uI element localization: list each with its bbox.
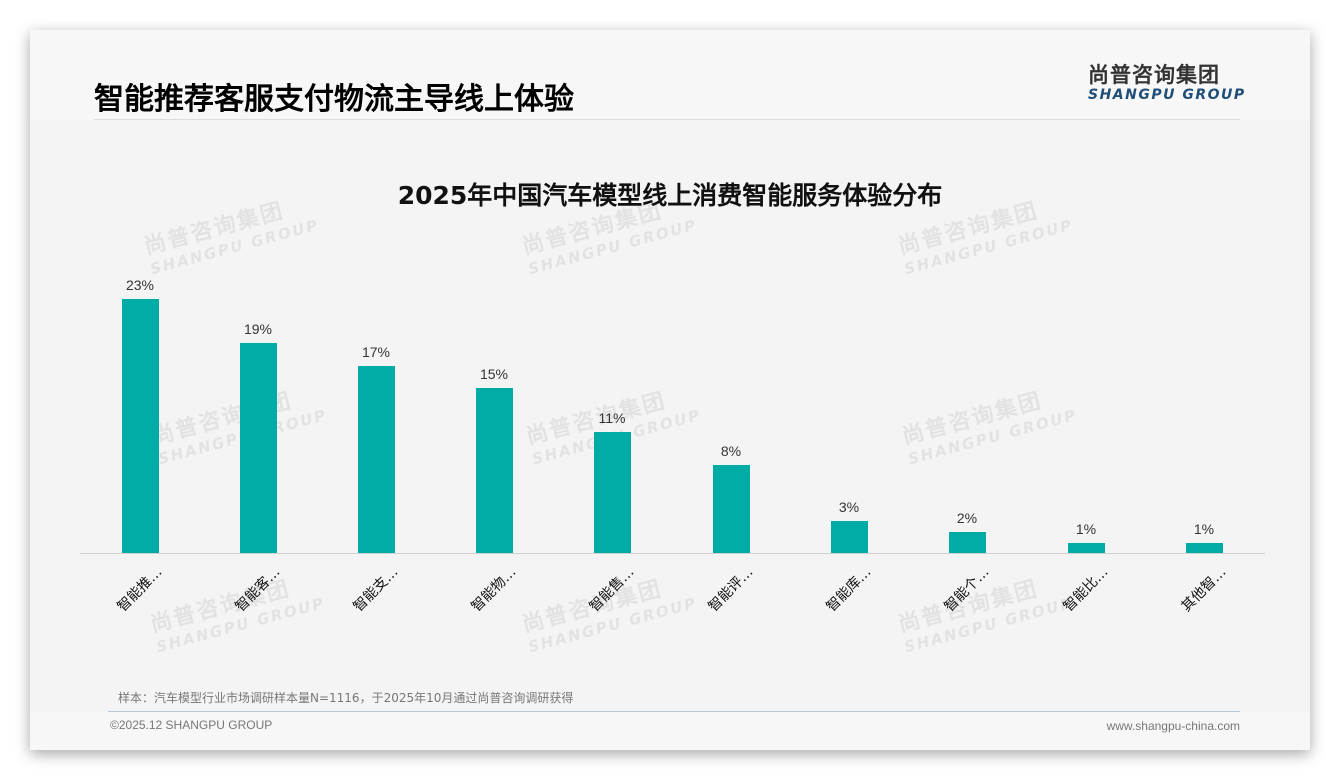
sample-note: 样本：汽车模型行业市场调研样本量N=1116，于2025年10月通过尚普咨询调研… bbox=[118, 691, 574, 705]
category-label: 智能物… bbox=[468, 564, 520, 616]
watermark: 尚普咨询集团 SHANGPU GROUP bbox=[146, 563, 327, 657]
bar bbox=[594, 432, 631, 554]
title-divider bbox=[94, 119, 1240, 120]
bar-value-label: 3% bbox=[838, 499, 860, 515]
category-label: 智能支… bbox=[350, 564, 402, 616]
bar-value-label: 2% bbox=[956, 510, 978, 526]
page-title: 智能推荐客服支付物流主导线上体验 bbox=[94, 82, 574, 117]
logo-en: SHANGPU GROUP bbox=[1088, 87, 1246, 103]
logo-cn: 尚普咨询集团 bbox=[1088, 63, 1220, 87]
bar-value-label: 15% bbox=[479, 366, 509, 382]
bar bbox=[831, 521, 868, 554]
category-label: 智能比… bbox=[1060, 564, 1112, 616]
watermark-en: SHANGPU GROUP bbox=[902, 593, 1076, 657]
category-label: 智能推… bbox=[114, 564, 166, 616]
bar bbox=[949, 532, 986, 554]
category-label: 智能客… bbox=[232, 564, 284, 616]
category-label: 智能评… bbox=[705, 564, 757, 616]
website-link[interactable]: www.shangpu-china.com bbox=[1106, 719, 1240, 733]
bar-value-label: 1% bbox=[1075, 521, 1097, 537]
bar-value-label: 11% bbox=[598, 410, 626, 426]
bar bbox=[122, 299, 159, 554]
bar bbox=[1186, 543, 1223, 554]
bar bbox=[358, 366, 395, 554]
x-axis-line bbox=[80, 553, 1265, 554]
category-label: 其他智… bbox=[1178, 564, 1230, 616]
category-label: 智能售… bbox=[586, 564, 638, 616]
header-band bbox=[30, 30, 1310, 120]
bar bbox=[713, 465, 750, 554]
slide: 智能推荐客服支付物流主导线上体验 尚普咨询集团 SHANGPU GROUP 尚普… bbox=[30, 30, 1310, 750]
chart-title: 2025年中国汽车模型线上消费智能服务体验分布 bbox=[397, 181, 943, 210]
bar-chart: 23% 19% 17% 15% 11% 8% 3% 2% 1% 1% bbox=[80, 230, 1265, 554]
bar-value-label: 1% bbox=[1193, 521, 1215, 537]
bar bbox=[1068, 543, 1105, 554]
logo: 尚普咨询集团 SHANGPU GROUP bbox=[1088, 63, 1248, 103]
bar bbox=[476, 388, 513, 554]
bar-value-label: 19% bbox=[243, 321, 273, 337]
copyright: ©2025.12 SHANGPU GROUP bbox=[110, 718, 273, 732]
footer-divider bbox=[108, 711, 1240, 712]
footer-band bbox=[30, 712, 1310, 750]
category-label: 智能个… bbox=[941, 564, 993, 616]
watermark-en: SHANGPU GROUP bbox=[526, 593, 700, 657]
bar-value-label: 8% bbox=[720, 443, 742, 459]
bar bbox=[240, 343, 277, 554]
category-label: 智能库… bbox=[823, 564, 875, 616]
bar-value-label: 23% bbox=[125, 277, 155, 293]
bar-value-label: 17% bbox=[361, 344, 391, 360]
